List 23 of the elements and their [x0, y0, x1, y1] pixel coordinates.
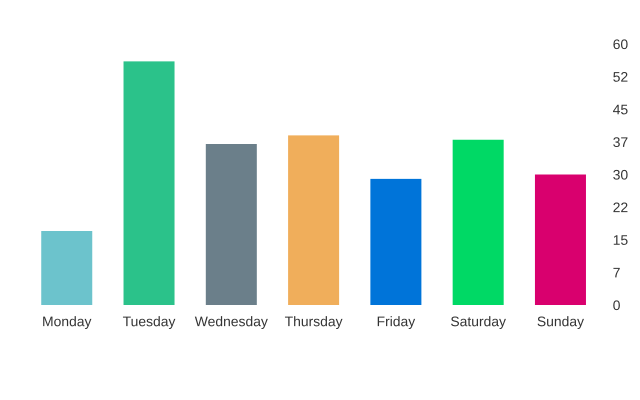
y-tick-label: 37: [613, 137, 628, 148]
bar: [206, 144, 257, 305]
x-tick-label: Tuesday: [122, 316, 176, 330]
bar: [124, 61, 175, 305]
bar: [452, 140, 504, 305]
x-tick-label: Wednesday: [194, 316, 268, 330]
bar: [288, 135, 340, 305]
bar: [370, 178, 422, 305]
y-tick-label: 0: [613, 300, 620, 310]
bar: [41, 231, 92, 305]
y-tick-label: 52: [613, 72, 628, 82]
x-tick-label: Thursday: [284, 316, 343, 330]
x-tick-label: Saturday: [451, 316, 506, 330]
y-tick-label: 60: [613, 39, 628, 50]
x-tick-label: Friday: [378, 316, 416, 330]
x-tick-label: Monday: [43, 316, 92, 330]
y-tick-label: 15: [614, 235, 628, 245]
x-tick-label: Sunday: [538, 316, 584, 330]
bar: [534, 174, 586, 305]
y-tick-label: 22: [613, 202, 628, 212]
y-tick-label: 45: [613, 104, 628, 114]
y-tick-label: 7: [613, 268, 620, 278]
y-tick-label: 30: [613, 170, 628, 180]
